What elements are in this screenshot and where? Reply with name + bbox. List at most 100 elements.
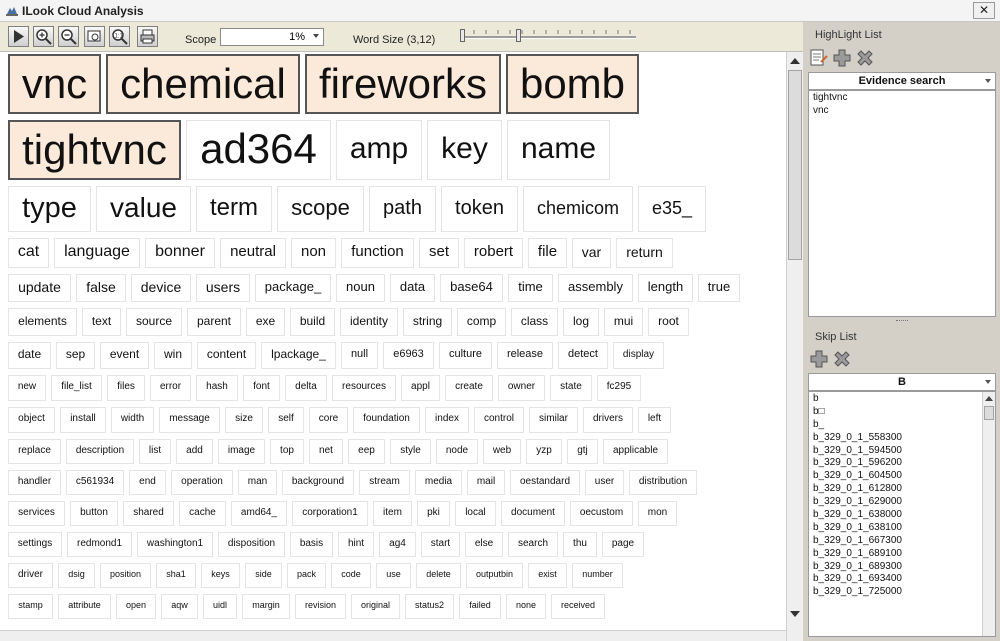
cloud-word[interactable]: else [465,532,503,557]
cloud-word[interactable]: package_ [255,274,331,302]
print-button[interactable] [137,26,158,47]
cloud-word[interactable]: revision [295,594,346,619]
list-item[interactable]: b_329_0_1_725000 [813,586,902,598]
cloud-word[interactable]: type [8,186,91,232]
cloud-word[interactable]: index [425,407,469,433]
scroll-up-icon[interactable] [985,396,993,401]
cloud-word[interactable]: mui [604,308,643,336]
cloud-word[interactable]: event [100,342,149,369]
cloud-word[interactable]: basis [290,532,333,557]
cloud-word[interactable]: services [8,501,65,526]
cloud-word[interactable]: disposition [218,532,285,557]
cloud-word[interactable]: washington1 [137,532,213,557]
scroll-thumb[interactable] [788,70,802,260]
cloud-word[interactable]: margin [242,594,290,619]
add-icon[interactable] [832,48,852,68]
cloud-word[interactable]: neutral [220,238,286,268]
cloud-word[interactable]: sep [56,342,95,369]
list-item[interactable]: tightvnc [813,92,848,103]
list-item[interactable]: b_329_0_1_667300 [813,534,902,546]
cloud-word[interactable]: pack [287,563,326,588]
list-item[interactable]: b_329_0_1_638000 [813,509,902,521]
highlight-list-header[interactable]: Evidence search [808,72,996,90]
cloud-word[interactable]: exe [246,308,285,336]
cloud-word[interactable]: value [96,186,191,232]
cloud-word[interactable]: applicable [603,439,668,464]
cloud-word[interactable]: function [341,238,414,268]
cloud-word[interactable]: path [369,186,436,232]
cloud-word[interactable]: e6963 [383,342,434,369]
list-item[interactable]: b_329_0_1_629000 [813,496,902,508]
cloud-word[interactable]: operation [171,470,233,495]
cloud-word[interactable]: shared [123,501,174,526]
cloud-word[interactable]: bonner [145,238,215,268]
cloud-word[interactable]: background [282,470,354,495]
list-item[interactable]: b_329_0_1_558300 [813,431,902,443]
cloud-word[interactable]: detect [558,342,608,369]
cloud-word[interactable]: file [528,238,567,268]
scroll-down-icon[interactable] [790,611,800,617]
cloud-word[interactable]: man [238,470,277,495]
cloud-word[interactable]: user [585,470,624,495]
cloud-word[interactable]: left [638,407,671,433]
cloud-word[interactable]: e35_ [638,186,706,232]
cloud-word[interactable]: fc295 [597,375,641,401]
cloud-word[interactable]: identity [340,308,398,336]
cloud-word[interactable]: top [270,439,304,464]
cloud-word[interactable]: oestandard [510,470,580,495]
cloud-word[interactable]: description [66,439,134,464]
cloud-word[interactable]: owner [498,375,545,401]
play-button[interactable] [8,26,29,47]
cloud-word[interactable]: size [225,407,263,433]
cloud-word[interactable]: oecustom [570,501,633,526]
cloud-word[interactable]: vnc [8,54,101,114]
cloud-word[interactable]: yzp [526,439,562,464]
scroll-up-icon[interactable] [790,58,800,64]
delete-icon[interactable] [832,349,852,369]
cloud-word[interactable]: net [309,439,343,464]
actual-size-button[interactable]: 1:1 [109,26,130,47]
cloud-word[interactable]: position [100,563,151,588]
cloud-word[interactable]: build [290,308,335,336]
cloud-word[interactable]: page [602,532,644,557]
list-item[interactable]: b□ [813,405,825,417]
list-item[interactable]: b_329_0_1_689100 [813,547,902,559]
skip-list-scrollbar[interactable] [982,392,995,636]
cloud-word[interactable]: time [508,274,553,302]
cloud-word[interactable]: eep [348,439,385,464]
list-item[interactable]: vnc [813,104,829,116]
cloud-word[interactable]: stamp [8,594,53,619]
cloud-word[interactable]: uidl [203,594,237,619]
list-item[interactable]: b_329_0_1_594500 [813,444,902,456]
list-item[interactable]: b_329_0_1_612800 [813,483,902,495]
cloud-word[interactable]: new [8,375,46,401]
cloud-word[interactable]: tightvnc [8,120,181,180]
cloud-word[interactable]: language [54,238,140,268]
cloud-word[interactable]: aqw [161,594,198,619]
cloud-word[interactable]: hint [338,532,374,557]
zoom-fit-button[interactable] [84,26,105,47]
cloud-word[interactable]: status2 [405,594,454,619]
scope-dropdown[interactable]: 1% [220,28,324,46]
cloud-word[interactable]: root [648,308,689,336]
cloud-word[interactable]: core [309,407,348,433]
cloud-word[interactable]: comp [457,308,506,336]
cloud-word[interactable]: date [8,342,51,369]
cloud-word[interactable]: button [70,501,118,526]
close-button[interactable]: ✕ [973,2,995,19]
cloud-word[interactable]: web [483,439,521,464]
cloud-horizontal-scrollbar[interactable] [0,630,786,641]
cloud-word[interactable]: object [8,407,55,433]
cloud-word[interactable]: chemical [106,54,300,114]
cloud-word[interactable]: received [551,594,605,619]
cloud-word[interactable]: start [421,532,460,557]
cloud-word[interactable]: image [218,439,265,464]
cloud-word[interactable]: term [196,186,272,232]
cloud-word[interactable]: fireworks [305,54,501,114]
cloud-word[interactable]: parent [187,308,241,336]
cloud-word[interactable]: token [441,186,518,232]
cloud-word[interactable]: cat [8,238,49,268]
cloud-word[interactable]: false [76,274,126,302]
cloud-word[interactable]: cache [179,501,226,526]
cloud-word[interactable]: side [245,563,282,588]
